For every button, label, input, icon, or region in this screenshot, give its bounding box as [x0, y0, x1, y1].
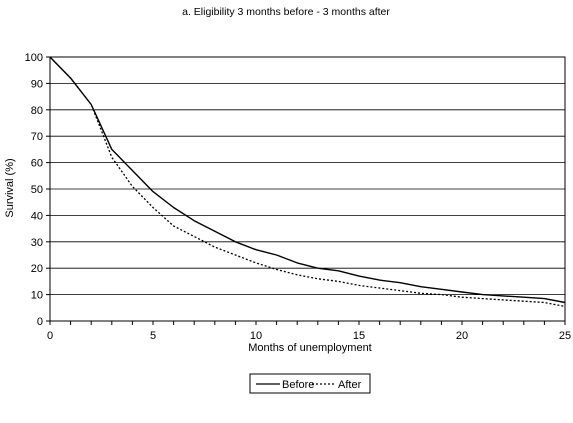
y-tick-label: 40: [31, 210, 43, 222]
legend-after-label: After: [338, 379, 362, 391]
series-line-after: [49, 56, 566, 308]
x-tick-label: 25: [559, 330, 571, 342]
x-tick-label: 20: [456, 330, 468, 342]
y-tick-label: 50: [31, 184, 43, 196]
y-tick-label: 70: [31, 131, 43, 143]
y-tick-label: 100: [25, 52, 43, 64]
y-tick-label: 90: [31, 78, 43, 90]
x-tick-label: 5: [150, 330, 156, 342]
series-line-before: [49, 56, 566, 304]
x-tick-label: 0: [47, 330, 53, 342]
legend-box: [249, 373, 371, 394]
legend: Before After: [249, 373, 371, 394]
legend-before-label: Before: [282, 379, 314, 391]
y-tick-label: 10: [31, 290, 43, 302]
y-tick-label: 60: [31, 158, 43, 170]
series-lines: [49, 56, 566, 308]
y-tick-label: 0: [37, 316, 43, 328]
y-tick-label: 80: [31, 105, 43, 117]
y-axis-label: Survival (%): [4, 158, 16, 217]
y-axis-ticks: 0 10 20 30 40 50 60 70 80 90 100: [25, 52, 50, 328]
chart-title: a. Eligibility 3 months before - 3 month…: [182, 6, 390, 18]
x-tick-label: 10: [250, 330, 262, 342]
x-axis-ticks: 0 5 10 15 20 25: [47, 321, 571, 342]
y-tick-label: 30: [31, 237, 43, 249]
x-axis-label: Months of unemployment: [248, 342, 372, 354]
x-tick-label: 15: [353, 330, 365, 342]
y-tick-label: 20: [31, 263, 43, 275]
grid-lines: [50, 83, 565, 296]
